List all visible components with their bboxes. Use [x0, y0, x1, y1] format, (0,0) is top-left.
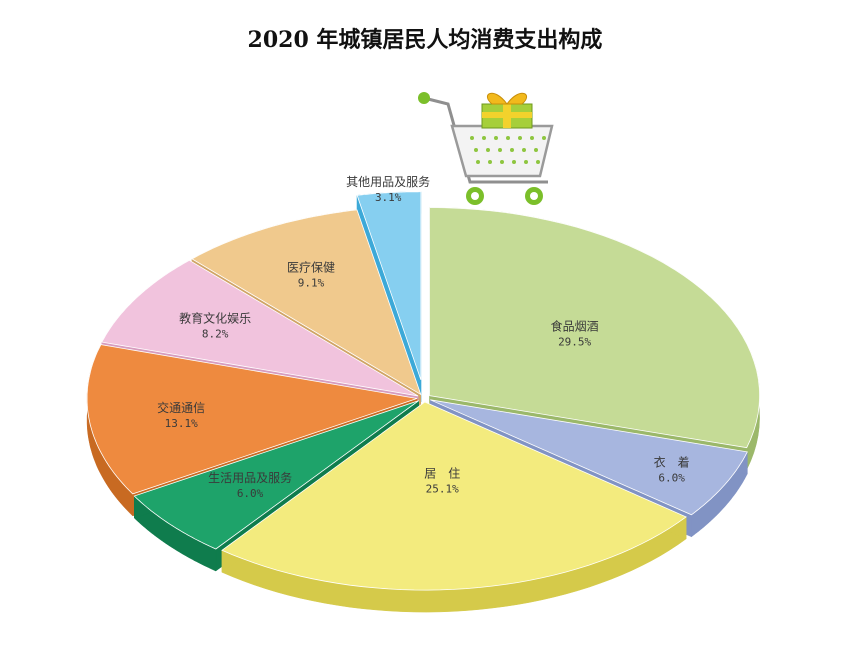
slice-value-label: 29.5% — [558, 335, 591, 348]
slice-label: 居 住 — [424, 466, 460, 480]
pie-slice — [221, 401, 687, 613]
slice-value-label: 9.1% — [298, 276, 325, 289]
slice-value-label: 6.0% — [237, 487, 264, 500]
chart-title: 2020 年城镇居民人均消费支出构成 — [247, 27, 603, 53]
slice-label: 生活用品及服务 — [208, 470, 292, 485]
slice-value-label: 25.1% — [426, 482, 459, 495]
shopping-cart-with-gift-icon — [418, 92, 554, 205]
slice-label: 教育文化娱乐 — [179, 310, 251, 325]
slice-label: 交通通信 — [157, 400, 205, 415]
slice-value-label: 6.0% — [658, 472, 685, 485]
slice-value-label: 8.2% — [202, 327, 229, 340]
slice-value-label: 13.1% — [165, 417, 198, 430]
slice-label: 医疗保健 — [287, 260, 335, 274]
slice-label: 食品烟酒 — [551, 318, 599, 333]
slice-value-label: 3.1% — [375, 191, 402, 204]
slice-label: 其他用品及服务 — [346, 174, 430, 189]
slice-label: 衣 着 — [654, 455, 690, 470]
